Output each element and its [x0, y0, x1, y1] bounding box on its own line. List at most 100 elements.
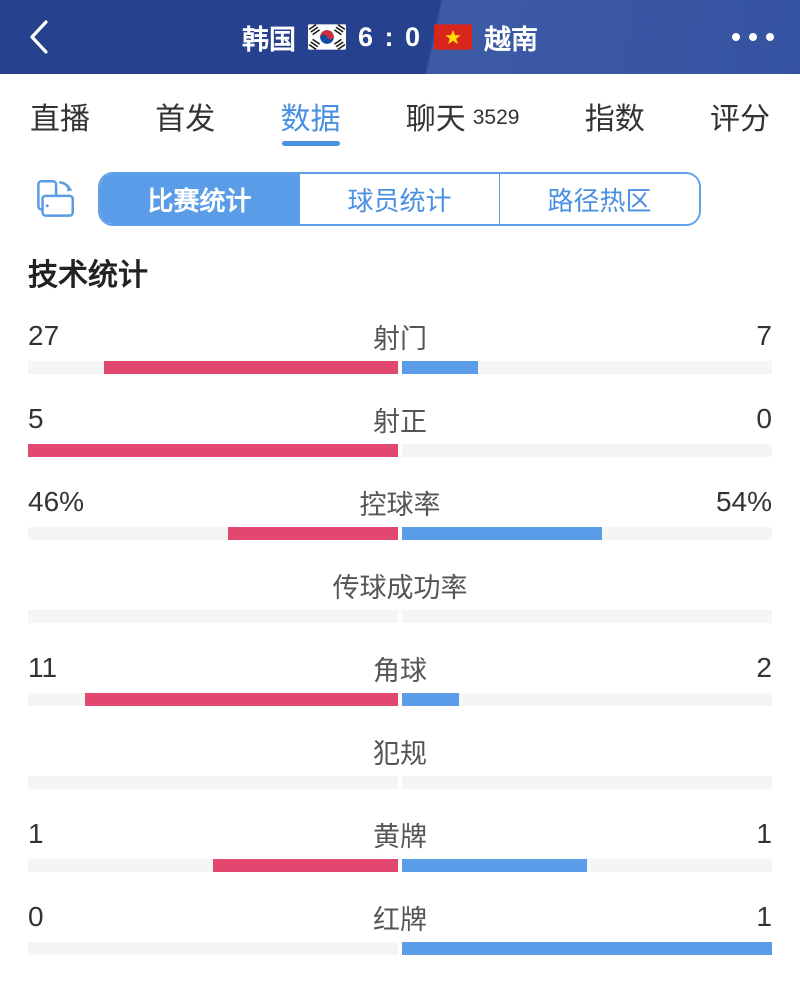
tab-指数[interactable]: 指数 [585, 74, 645, 158]
home-bar-track [28, 942, 398, 955]
stat-bar [28, 776, 772, 789]
away-bar-track [402, 444, 772, 457]
stat-row: 5 射正 0 [28, 399, 772, 457]
tab-label: 直播 [30, 103, 90, 136]
korea-flag-icon [307, 24, 346, 50]
away-bar-fill [402, 527, 602, 540]
stat-values: 传球成功率 [28, 565, 772, 605]
dot-icon [749, 33, 757, 41]
stat-row: 27 射门 7 [28, 316, 772, 374]
stat-values: 犯规 [28, 731, 772, 771]
tab-label: 聊天 [405, 103, 466, 136]
segment-label: 球员统计 [347, 185, 452, 216]
home-bar-track [28, 361, 398, 374]
vietnam-flag-icon [434, 24, 473, 50]
stat-row: 0 红牌 1 [28, 897, 772, 955]
stat-label: 红牌 [373, 904, 427, 935]
away-bar-track [402, 610, 772, 623]
stats-segmented-control: 比赛统计 球员统计 路径热区 [98, 172, 701, 226]
stat-bar [28, 693, 772, 706]
stat-label: 射正 [373, 406, 427, 437]
away-bar-track [402, 776, 772, 789]
away-bar-track [402, 859, 772, 872]
home-value: 11 [28, 652, 58, 683]
away-value: 0 [756, 403, 772, 434]
stat-label: 传球成功率 [332, 572, 468, 603]
away-team-name: 越南 [484, 24, 539, 55]
home-bar-track [28, 527, 398, 540]
match-title: 韩国 6 : 0 越南 [242, 18, 538, 57]
home-value: 5 [28, 403, 44, 434]
away-bar-fill [402, 859, 587, 872]
home-bar-track [28, 859, 398, 872]
away-bar-fill [402, 361, 479, 374]
tab-label: 数据 [280, 103, 341, 136]
stat-bar [28, 610, 772, 623]
stat-bar [28, 942, 772, 955]
home-bar-fill [84, 693, 398, 706]
segment-路径热区[interactable]: 路径热区 [499, 174, 699, 224]
segment-比赛统计[interactable]: 比赛统计 [100, 174, 299, 224]
tab-评分[interactable]: 评分 [710, 74, 770, 158]
home-bar-fill [213, 859, 398, 872]
home-value: 27 [28, 320, 60, 351]
stat-bar [28, 444, 772, 457]
stat-values: 11 角球 2 [28, 648, 772, 688]
away-bar-fill [402, 693, 459, 706]
stat-values: 5 射正 0 [28, 399, 772, 439]
tab-数据[interactable]: 数据 [281, 74, 341, 158]
stat-bar [28, 527, 772, 540]
rotate-screen-button[interactable] [28, 173, 80, 225]
stat-row: 犯规 [28, 731, 772, 789]
stat-row: 11 角球 2 [28, 648, 772, 706]
segment-label: 路径热区 [547, 185, 652, 216]
tab-label: 指数 [584, 103, 645, 136]
tab-直播[interactable]: 直播 [30, 74, 90, 158]
away-value: 1 [756, 901, 772, 932]
segment-球员统计[interactable]: 球员统计 [299, 174, 499, 224]
home-value: 1 [28, 818, 44, 849]
stats-toolbar: 比赛统计 球员统计 路径热区 [0, 170, 800, 228]
stat-row: 46% 控球率 54% [28, 482, 772, 540]
home-bar-track [28, 444, 398, 457]
home-bar-fill [227, 527, 398, 540]
home-bar-track [28, 693, 398, 706]
away-bar-track [402, 942, 772, 955]
stat-values: 46% 控球率 54% [28, 482, 772, 522]
home-bar-track [28, 776, 398, 789]
home-value: 46% [28, 486, 85, 517]
stat-values: 27 射门 7 [28, 316, 772, 356]
back-button[interactable] [26, 15, 60, 59]
tab-label: 评分 [709, 103, 770, 136]
rotate-device-icon [37, 180, 74, 217]
more-menu-button[interactable] [720, 15, 774, 59]
home-bar-track [28, 610, 398, 623]
stat-label: 控球率 [359, 489, 441, 520]
home-value: 0 [28, 901, 44, 932]
stat-label: 射门 [373, 323, 427, 354]
away-bar-track [402, 527, 772, 540]
stat-row: 1 黄牌 1 [28, 814, 772, 872]
home-bar-fill [28, 444, 398, 457]
tab-首发[interactable]: 首发 [155, 74, 215, 158]
stat-label: 角球 [373, 655, 427, 686]
away-value: 1 [756, 818, 772, 849]
away-value: 7 [756, 320, 772, 351]
tab-label: 首发 [155, 103, 216, 136]
home-team-name: 韩国 [241, 24, 296, 55]
stat-label: 犯规 [373, 738, 427, 769]
away-value: 2 [756, 652, 772, 683]
tab-聊天[interactable]: 聊天 3529 [406, 74, 520, 158]
tab-badge: 3529 [472, 106, 520, 129]
away-bar-track [402, 361, 772, 374]
away-bar-fill [402, 942, 772, 955]
segment-label: 比赛统计 [147, 185, 252, 216]
stat-row: 传球成功率 [28, 565, 772, 623]
stat-label: 黄牌 [373, 821, 427, 852]
stat-bar [28, 859, 772, 872]
tab-bar: 直播 首发 数据 聊天 3529 指数 评分 [0, 74, 800, 158]
stat-bar [28, 361, 772, 374]
dot-icon [766, 33, 774, 41]
home-bar-fill [104, 361, 398, 374]
